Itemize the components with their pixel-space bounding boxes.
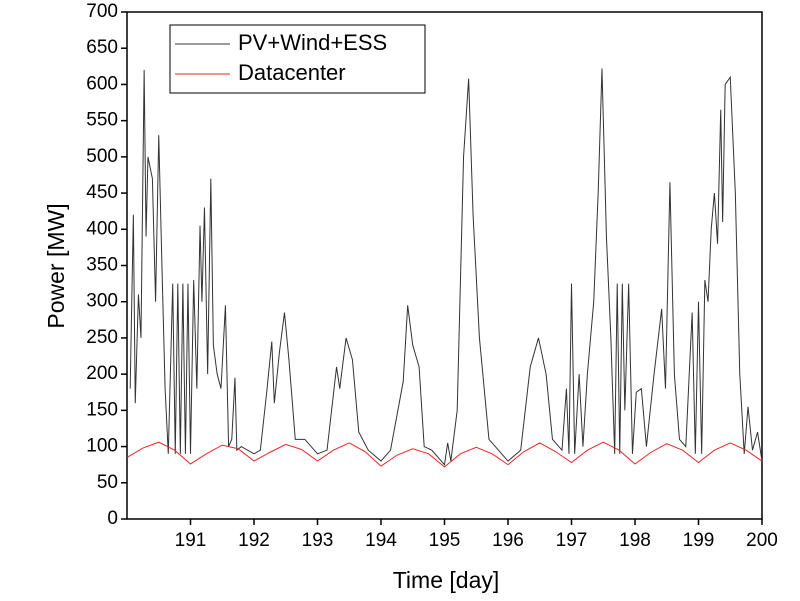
x-tick-label: 192	[238, 530, 270, 551]
y-tick-label: 350	[86, 255, 118, 276]
y-tick-label: 0	[107, 508, 118, 529]
x-tick-label: 198	[619, 530, 651, 551]
y-tick-label: 450	[86, 182, 118, 203]
y-tick-label: 500	[86, 146, 118, 167]
legend-label: Datacenter	[238, 60, 346, 85]
y-tick-label: 400	[86, 218, 118, 239]
y-tick-label: 250	[86, 327, 118, 348]
y-tick-label: 100	[86, 436, 118, 457]
x-tick-label: 191	[175, 530, 207, 551]
y-tick-label: 600	[86, 73, 118, 94]
y-tick-label: 700	[86, 1, 118, 22]
x-tick-label: 195	[429, 530, 461, 551]
x-tick-label: 193	[302, 530, 334, 551]
y-tick-label: 200	[86, 363, 118, 384]
y-tick-label: 150	[86, 399, 118, 420]
y-axis-title: Power [MW]	[43, 203, 69, 328]
legend-label: PV+Wind+ESS	[238, 30, 387, 55]
x-tick-label: 200	[746, 530, 778, 551]
x-tick-label: 196	[492, 530, 524, 551]
series-line	[126, 441, 763, 468]
x-tick-label: 197	[556, 530, 588, 551]
x-tick-label: 199	[683, 530, 715, 551]
y-tick-label: 550	[86, 110, 118, 131]
series-line	[129, 68, 763, 466]
y-tick-label: 650	[86, 37, 118, 58]
legend-box	[169, 24, 426, 94]
x-tick-label: 194	[365, 530, 397, 551]
y-tick-label: 50	[97, 472, 118, 493]
x-axis-title: Time [day]	[393, 567, 500, 593]
y-tick-label: 300	[86, 291, 118, 312]
